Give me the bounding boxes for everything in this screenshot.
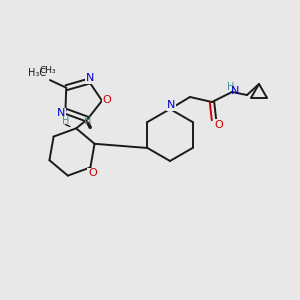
Text: H₃C: H₃C	[28, 68, 46, 78]
Text: H: H	[85, 116, 92, 126]
Text: CH₃: CH₃	[40, 66, 56, 75]
Text: N: N	[86, 73, 94, 83]
Text: O: O	[214, 120, 224, 130]
Text: O: O	[88, 168, 97, 178]
Text: H: H	[62, 116, 70, 126]
Text: H: H	[227, 82, 235, 92]
Text: N: N	[57, 108, 66, 118]
Text: N: N	[231, 86, 239, 96]
Text: O: O	[103, 95, 111, 105]
Text: N: N	[167, 100, 175, 110]
